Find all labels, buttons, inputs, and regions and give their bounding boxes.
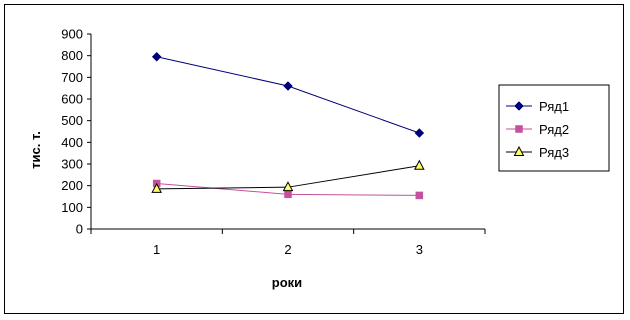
series-line-1 [156, 56, 420, 134]
x-axis-title: роки [272, 275, 302, 290]
y-axis-title: тис. т. [28, 131, 43, 169]
point-series1-3 [414, 128, 425, 138]
y-tick-label: 800 [61, 48, 83, 63]
x-tick-label: 2 [284, 242, 291, 257]
y-tick-label: 0 [76, 222, 83, 237]
x-tick-label: 3 [416, 242, 423, 257]
x-ticks: 1 2 3 [90, 229, 486, 257]
point-series1-2 [283, 81, 293, 91]
point-legend-1 [514, 101, 524, 111]
y-ticks: 0 100 200 300 400 500 600 700 800 900 [61, 27, 91, 237]
point-series2-2 [284, 190, 292, 199]
x-tick-label: 1 [153, 242, 160, 257]
point-series3-2 [282, 181, 294, 192]
y-tick-label: 200 [61, 178, 83, 193]
legend-label-1: Ряд1 [539, 99, 569, 114]
point-series1-1 [151, 51, 162, 62]
point-series2-3 [415, 191, 424, 200]
y-tick-label: 900 [61, 27, 83, 42]
y-tick-label: 300 [61, 157, 83, 172]
legend: Ряд1 Ряд2 Ряд3 [498, 84, 610, 172]
legend-label-3: Ряд3 [539, 145, 569, 160]
point-legend-2 [515, 125, 523, 133]
point-series3-3 [414, 159, 425, 170]
plot-area: 0 100 200 300 400 500 600 700 800 900 1 2 3 [61, 27, 486, 257]
point-legend-3 [513, 145, 525, 156]
legend-label-2: Ряд2 [539, 122, 569, 137]
series-layer [151, 51, 425, 200]
y-tick-label: 700 [61, 70, 83, 85]
y-tick-label: 500 [61, 113, 83, 128]
y-tick-label: 100 [61, 200, 83, 215]
y-tick-label: 400 [61, 135, 83, 150]
y-tick-label: 600 [61, 92, 83, 107]
point-series3-1 [151, 182, 162, 193]
